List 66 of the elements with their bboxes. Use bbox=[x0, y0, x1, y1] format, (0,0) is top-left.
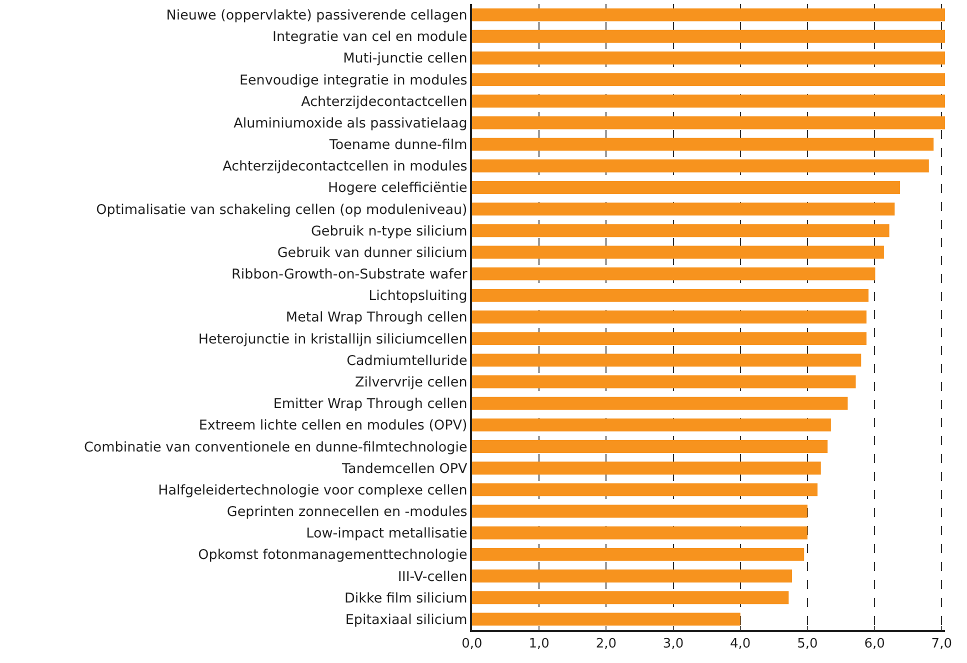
bar bbox=[472, 8, 945, 22]
bar bbox=[472, 267, 876, 280]
bar bbox=[472, 570, 792, 583]
y-tick-label: III-V-cellen bbox=[398, 568, 468, 585]
bar bbox=[472, 159, 929, 172]
x-tick-label: 2,0 bbox=[596, 636, 617, 652]
y-tick-label: Toename dunne-film bbox=[328, 137, 468, 154]
bar bbox=[472, 246, 884, 259]
y-tick-label: Heterojunctie in kristallijn siliciumcellen bbox=[198, 331, 468, 348]
y-tick-label: Lichtopsluiting bbox=[368, 288, 468, 304]
bar bbox=[472, 548, 804, 561]
y-tick-label: Cadmiumtelluride bbox=[346, 352, 468, 369]
bar bbox=[472, 396, 848, 410]
y-tick-label: Gebruik n-type silicium bbox=[310, 223, 468, 240]
y-tick-label: Eenvoudige integratie in modules bbox=[239, 72, 468, 88]
y-tick-label: Combinatie van conventionele en dunne-filmtechnologie bbox=[84, 439, 468, 456]
y-tick-label: Extreem lichte cellen en modules (OPV) bbox=[198, 418, 468, 434]
y-tick-label: Opkomst fotonmanagementtechnologie bbox=[198, 547, 468, 564]
bar bbox=[472, 591, 789, 604]
y-tick-label: Zilvervrije cellen bbox=[354, 374, 468, 390]
bar bbox=[472, 202, 895, 216]
y-tick-label: Gebruik van dunner silicium bbox=[277, 244, 468, 261]
y-tick-label: Low-impact metallisatie bbox=[306, 526, 468, 542]
bar bbox=[472, 526, 808, 540]
bar bbox=[472, 181, 900, 194]
bar bbox=[472, 504, 808, 518]
x-tick-label: 5,0 bbox=[797, 636, 818, 652]
bar bbox=[472, 332, 866, 346]
bar bbox=[472, 94, 945, 108]
y-tick-label: Aluminiumoxide als passivatielaag bbox=[234, 115, 468, 132]
x-tick-label: 0,0 bbox=[462, 636, 482, 652]
y-tick-label: Achterzijdecontactcellen bbox=[301, 94, 468, 110]
bar bbox=[472, 30, 945, 43]
bar bbox=[472, 288, 869, 302]
bar bbox=[472, 375, 856, 388]
y-tick-label: Epitaxiaal silicium bbox=[345, 612, 468, 628]
y-tick-label: Emitter Wrap Through cellen bbox=[273, 396, 468, 412]
x-tick-label: 3,0 bbox=[662, 636, 684, 652]
bar bbox=[472, 116, 945, 130]
bar bbox=[472, 612, 740, 626]
x-tick-label: 1,0 bbox=[528, 636, 550, 652]
bar bbox=[472, 224, 890, 238]
y-tick-label: Metal Wrap Through cellen bbox=[286, 310, 468, 326]
x-tick-label: 7,0 bbox=[931, 636, 952, 652]
bar bbox=[472, 440, 828, 453]
bar bbox=[472, 483, 818, 496]
bar bbox=[472, 310, 866, 324]
y-tick-label: Integratie van cel en module bbox=[272, 29, 468, 46]
bar bbox=[472, 73, 945, 86]
y-tick-label: Geprinten zonnecellen en -modules bbox=[226, 504, 468, 520]
y-tick-label: Dikke film silicium bbox=[344, 590, 468, 606]
y-tick-label: Nieuwe (oppervlakte) passiverende cellagen bbox=[166, 8, 468, 24]
bar bbox=[472, 354, 862, 367]
y-tick-label: Optimalisatie van schakeling cellen (op moduleniveau) bbox=[96, 202, 468, 218]
y-tick-label: Hogere celefficiëntie bbox=[328, 180, 468, 196]
bar bbox=[472, 138, 934, 151]
bar bbox=[472, 51, 945, 64]
bar bbox=[472, 418, 831, 432]
y-tick-label: Achterzijdecontactcellen in modules bbox=[222, 158, 468, 175]
x-tick-label: 6,0 bbox=[864, 636, 885, 652]
y-tick-label: Tandemcellen OPV bbox=[341, 460, 468, 477]
bar bbox=[472, 462, 821, 475]
x-tick-label: 4,0 bbox=[730, 636, 751, 652]
y-tick-label: Ribbon-Growth-on-Substrate wafer bbox=[232, 266, 468, 283]
y-tick-label: Halfgeleidertechnologie voor complexe cellen bbox=[158, 482, 468, 498]
y-tick-label: Muti-junctie cellen bbox=[343, 50, 468, 67]
